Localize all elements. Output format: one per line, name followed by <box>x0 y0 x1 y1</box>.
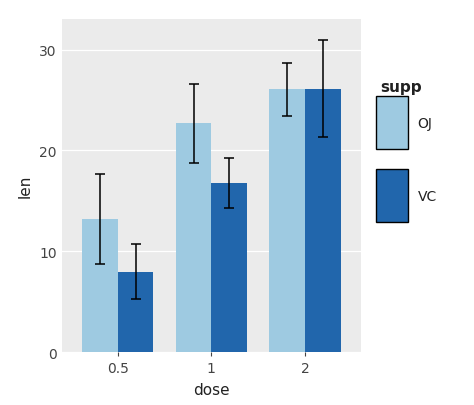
Bar <box>176 124 211 352</box>
Bar <box>269 90 305 352</box>
Text: VC: VC <box>418 189 437 203</box>
Y-axis label: len: len <box>17 175 32 198</box>
Bar <box>305 89 340 352</box>
FancyBboxPatch shape <box>375 170 409 223</box>
Bar <box>82 219 118 352</box>
X-axis label: dose: dose <box>193 382 230 397</box>
Text: OJ: OJ <box>418 116 433 130</box>
Bar <box>118 272 153 352</box>
FancyBboxPatch shape <box>375 97 409 150</box>
Bar <box>211 183 247 352</box>
Text: supp: supp <box>380 80 422 95</box>
